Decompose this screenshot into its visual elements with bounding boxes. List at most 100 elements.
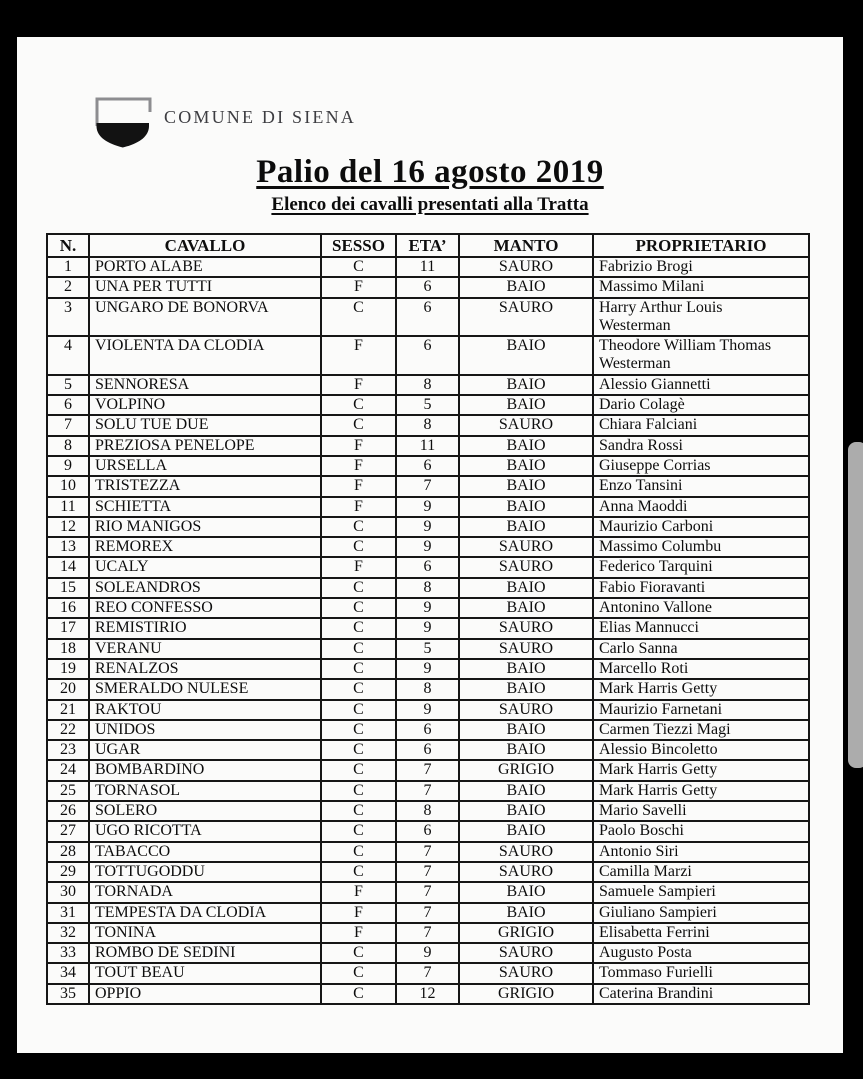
table-row: 33 ROMBO DE SEDINI C 9 SAURO Augusto Posta <box>46 942 810 965</box>
cell-cavallo: TORNASOL <box>88 779 322 803</box>
col-header-manto: MANTO <box>458 233 594 258</box>
cell-eta: 6 <box>395 335 460 376</box>
cell-manto: BAIO <box>458 454 594 478</box>
cell-sesso: C <box>320 739 397 762</box>
table-row: 28 TABACCO C 7 SAURO Antonio Siri <box>46 840 810 863</box>
cell-eta: 11 <box>395 255 460 279</box>
cell-cavallo: VIOLENTA DA CLODIA <box>88 335 322 376</box>
cell-n: 22 <box>46 718 90 742</box>
table-row: 15 SOLEANDROS C 8 BAIO Fabio Fioravanti <box>46 576 810 600</box>
table-row: 30 TORNADA F 7 BAIO Samuele Sampieri <box>46 881 810 904</box>
cell-sesso: F <box>320 373 397 397</box>
cell-sesso: C <box>320 779 397 803</box>
table-row: 1 PORTO ALABE C 11 SAURO Fabrizio Brogi <box>46 255 810 279</box>
cell-sesso: C <box>320 597 397 620</box>
cell-manto: SAURO <box>458 962 594 985</box>
cell-eta: 7 <box>395 860 460 884</box>
table-row: 25 TORNASOL C 7 BAIO Mark Harris Getty <box>46 779 810 803</box>
table-row: 22 UNIDOS C 6 BAIO Carmen Tiezzi Magi <box>46 718 810 742</box>
cell-eta: 7 <box>395 759 460 782</box>
cell-eta: 7 <box>395 881 460 904</box>
cell-proprietario: Giuseppe Corrias <box>592 454 810 478</box>
cell-proprietario: Anna Maoddi <box>592 495 810 518</box>
cell-proprietario: Carlo Sanna <box>592 637 810 660</box>
cell-cavallo: VERANU <box>88 637 322 660</box>
cell-cavallo: URSELLA <box>88 454 322 478</box>
table-header-row: N. CAVALLO SESSO ETA’ MANTO PROPRIETARIO <box>46 233 810 258</box>
cell-proprietario: Marcello Roti <box>592 657 810 681</box>
cell-manto: SAURO <box>458 414 594 437</box>
cell-sesso: C <box>320 515 397 539</box>
cell-n: 34 <box>46 962 90 985</box>
cell-sesso: C <box>320 536 397 559</box>
cell-eta: 9 <box>395 617 460 640</box>
cell-proprietario: Elias Mannucci <box>592 617 810 640</box>
cell-n: 8 <box>46 434 90 457</box>
cell-n: 24 <box>46 759 90 782</box>
cell-cavallo: OPPIO <box>88 982 322 1005</box>
scrollbar-thumb[interactable] <box>848 442 863 768</box>
cell-eta: 8 <box>395 373 460 397</box>
cell-proprietario: Fabrizio Brogi <box>592 255 810 279</box>
cell-n: 27 <box>46 820 90 843</box>
cell-eta: 7 <box>395 475 460 498</box>
cell-sesso: F <box>320 921 397 945</box>
cell-cavallo: TABACCO <box>88 840 322 863</box>
cell-manto: BAIO <box>458 779 594 803</box>
cell-sesso: F <box>320 434 397 457</box>
cell-n: 25 <box>46 779 90 803</box>
cell-n: 26 <box>46 800 90 823</box>
cell-n: 28 <box>46 840 90 863</box>
table-row: 26 SOLERO C 8 BAIO Mario Savelli <box>46 800 810 823</box>
cell-n: 7 <box>46 414 90 437</box>
cell-eta: 6 <box>395 820 460 843</box>
cell-manto: SAURO <box>458 296 594 338</box>
table-row: 13 REMOREX C 9 SAURO Massimo Columbu <box>46 536 810 559</box>
cell-cavallo: UNA PER TUTTI <box>88 276 322 299</box>
cell-proprietario: Paolo Boschi <box>592 820 810 843</box>
cell-n: 14 <box>46 556 90 579</box>
cell-proprietario: Alessio Giannetti <box>592 373 810 397</box>
cell-manto: BAIO <box>458 718 594 742</box>
cell-cavallo: REMOREX <box>88 536 322 559</box>
cell-sesso: C <box>320 296 397 338</box>
cell-eta: 6 <box>395 556 460 579</box>
cell-cavallo: TORNADA <box>88 881 322 904</box>
document-page: COMUNE DI SIENA Palio del 16 agosto 2019… <box>17 37 843 1053</box>
cell-proprietario: Maurizio Farnetani <box>592 698 810 721</box>
cell-manto: SAURO <box>458 860 594 884</box>
cell-eta: 9 <box>395 495 460 518</box>
table-row: 16 REO CONFESSO C 9 BAIO Antonino Vallone <box>46 597 810 620</box>
table-row: 34 TOUT BEAU C 7 SAURO Tommaso Furielli <box>46 962 810 985</box>
cell-n: 6 <box>46 394 90 417</box>
table-row: 19 RENALZOS C 9 BAIO Marcello Roti <box>46 657 810 681</box>
table-row: 3 UNGARO DE BONORVA C 6 SAURO Harry Arthur Lo… <box>46 296 810 338</box>
cell-manto: BAIO <box>458 576 594 600</box>
cell-eta: 9 <box>395 536 460 559</box>
col-header-cavallo: CAVALLO <box>88 233 322 258</box>
cell-cavallo: PREZIOSA PENELOPE <box>88 434 322 457</box>
cell-manto: GRIGIO <box>458 921 594 945</box>
cell-manto: BAIO <box>458 739 594 762</box>
cell-eta: 6 <box>395 739 460 762</box>
cell-manto: GRIGIO <box>458 982 594 1005</box>
cell-proprietario: Mario Savelli <box>592 800 810 823</box>
cell-n: 21 <box>46 698 90 721</box>
cell-manto: BAIO <box>458 901 594 924</box>
page-subtitle: Elenco dei cavalli presentati alla Tratt… <box>271 194 589 215</box>
cell-cavallo: TOUT BEAU <box>88 962 322 985</box>
cell-proprietario: Elisabetta Ferrini <box>592 921 810 945</box>
cell-proprietario: Massimo Milani <box>592 276 810 299</box>
cell-eta: 7 <box>395 901 460 924</box>
cell-sesso: C <box>320 394 397 417</box>
table-row: 5 SENNORESA F 8 BAIO Alessio Giannetti <box>46 373 810 397</box>
cell-manto: BAIO <box>458 515 594 539</box>
cell-manto: SAURO <box>458 698 594 721</box>
cell-proprietario: Alessio Bincoletto <box>592 739 810 762</box>
cell-n: 17 <box>46 617 90 640</box>
cell-eta: 9 <box>395 597 460 620</box>
table-row: 6 VOLPINO C 5 BAIO Dario Colagè <box>46 394 810 417</box>
cell-n: 18 <box>46 637 90 660</box>
cell-sesso: C <box>320 962 397 985</box>
